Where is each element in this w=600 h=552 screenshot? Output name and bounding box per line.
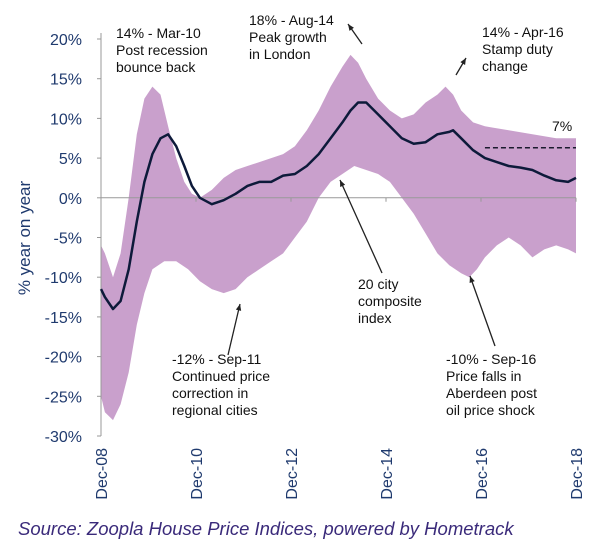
y-tick-label: 20% [50, 32, 82, 49]
range-area-layer [101, 54, 576, 421]
arrow-composite-head [340, 180, 346, 187]
x-tick-label: Dec-10 [189, 448, 206, 500]
annotation-ann2: 18% - Aug-14 Peak growth in London [249, 12, 334, 62]
annotation-ann5: -12% - Sep-11 Continued price correction i… [172, 351, 270, 418]
y-tick-label: 5% [59, 151, 82, 168]
y-tick-label: 10% [50, 111, 82, 128]
x-tick-label: Dec-14 [379, 448, 396, 500]
axis-layer [97, 33, 577, 437]
annotation-ann4: 20 city composite index [358, 276, 422, 326]
arrow-apr16-head [460, 58, 466, 65]
arrow-composite [339, 179, 383, 274]
y-tick-label: 15% [50, 72, 82, 89]
arrow-sep11 [227, 303, 241, 356]
y-axis-title: % year on year [15, 180, 34, 295]
composite-index-line [99, 101, 577, 311]
arrow-sep11-head [235, 304, 242, 311]
range-area [101, 54, 576, 421]
x-tick-labels: Dec-08 Dec-10 Dec-12 Dec-14 Dec-16 Dec-18 [94, 448, 586, 500]
y-tick-label: -15% [45, 310, 82, 327]
line-layer [99, 101, 577, 311]
arrow-sep16-head [469, 276, 475, 283]
arrow-aug14-head [348, 24, 354, 31]
x-tick-label: Dec-16 [474, 448, 491, 500]
x-tick-label: Dec-18 [569, 448, 586, 500]
source-note: Source: Zoopla House Price Indices, powe… [18, 518, 514, 539]
y-tick-label: -10% [45, 270, 82, 287]
y-tick-labels: 20% 15% 10% 5% 0% -5% -10% -15% -20% -25% -30% [45, 32, 82, 446]
y-tick-label: -30% [45, 429, 82, 446]
arrow-sep16 [469, 275, 496, 347]
annotation-ann6: -10% - Sep-16 Price falls in Aberdeen post… [446, 351, 537, 418]
ref-line-label: 7% [552, 118, 572, 134]
y-tick-label: 0% [59, 191, 82, 208]
annotations: 14% - Mar-10 Post recession bounce back 18%… [116, 12, 564, 418]
annotation-ann1: 14% - Mar-10 Post recession bounce back [116, 25, 208, 75]
y-tick-label: -25% [45, 389, 82, 406]
y-tick-label: -20% [45, 350, 82, 367]
y-tick-label: -5% [54, 231, 82, 248]
x-tick-label: Dec-12 [284, 448, 301, 500]
annotation-ann3: 14% - Apr-16 Stamp duty change [482, 24, 564, 74]
x-tick-label: Dec-08 [94, 448, 111, 500]
